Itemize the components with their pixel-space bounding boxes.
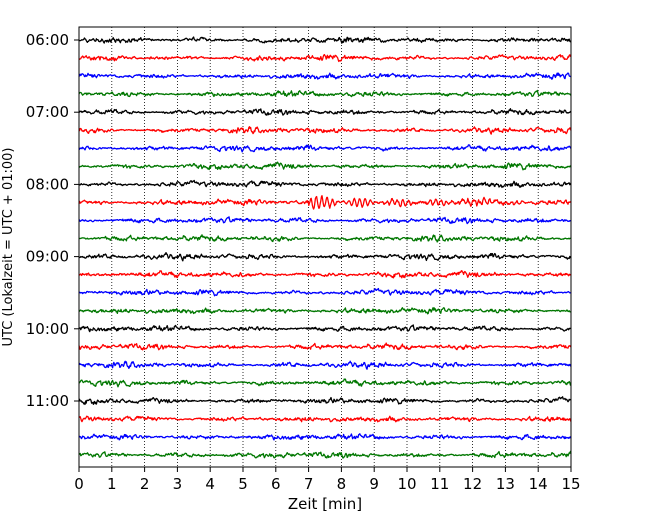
x-tick-label-1: 1: [107, 475, 117, 493]
y-tick-label-0: 06:00: [26, 31, 69, 49]
trace-10: [78, 216, 572, 225]
x-axis-ticks: 0 1 2 3 4 5 6 7 8 9 10 11 12 13 14 15: [74, 467, 581, 493]
x-tick-label-2: 2: [140, 475, 150, 493]
trace-3: [78, 89, 572, 98]
trace-22: [78, 433, 572, 441]
x-tick-label-7: 7: [304, 475, 314, 493]
trace-18: [78, 360, 572, 370]
trace-5: [78, 126, 572, 135]
x-axis-label: Zeit [min]: [288, 495, 362, 513]
trace-7: [78, 161, 572, 171]
trace-16: [78, 324, 572, 333]
y-tick-label-1: 07:00: [26, 103, 69, 121]
trace-19: [78, 378, 572, 388]
grid-lines: [111, 27, 539, 467]
x-tick-label-6: 6: [271, 475, 281, 493]
x-tick-label-4: 4: [205, 475, 215, 493]
plot-frame: [78, 26, 572, 468]
y-tick-label-5: 11:00: [26, 392, 69, 410]
x-tick-label-5: 5: [238, 475, 248, 493]
x-tick-label-12: 12: [463, 475, 482, 493]
x-tick-label-14: 14: [529, 475, 548, 493]
x-tick-label-0: 0: [74, 475, 84, 493]
x-tick-label-9: 9: [369, 475, 379, 493]
x-tick-label-11: 11: [430, 475, 449, 493]
trace-14: [78, 287, 572, 297]
trace-4: [78, 108, 572, 116]
seismogram-traces: [78, 36, 572, 459]
trace-20: [78, 396, 572, 406]
y-axis-ticks: 06:00 07:00 08:00 09:00 10:00 11:00: [26, 31, 79, 410]
trace-11: [78, 234, 572, 243]
trace-0: [78, 36, 572, 44]
plot-area: [79, 27, 571, 467]
trace-15: [78, 307, 572, 315]
x-tick-label-15: 15: [561, 475, 580, 493]
trace-23: [78, 450, 572, 459]
x-tick-label-13: 13: [496, 475, 515, 493]
x-tick-label-3: 3: [173, 475, 183, 493]
y-tick-label-3: 09:00: [26, 248, 69, 266]
trace-1: [78, 53, 572, 63]
trace-2: [78, 72, 572, 80]
trace-9: [78, 195, 572, 210]
trace-12: [78, 251, 572, 262]
trace-8: [78, 179, 572, 189]
y-tick-label-4: 10:00: [26, 320, 69, 338]
x-tick-label-10: 10: [397, 475, 416, 493]
trace-21: [78, 415, 572, 423]
trace-13: [78, 269, 572, 279]
y-tick-label-2: 08:00: [26, 175, 69, 193]
trace-17: [78, 342, 572, 351]
y-axis-label: UTC (Lokalzeit = UTC + 01:00): [1, 148, 16, 347]
x-tick-label-8: 8: [337, 475, 347, 493]
trace-6: [78, 144, 572, 153]
